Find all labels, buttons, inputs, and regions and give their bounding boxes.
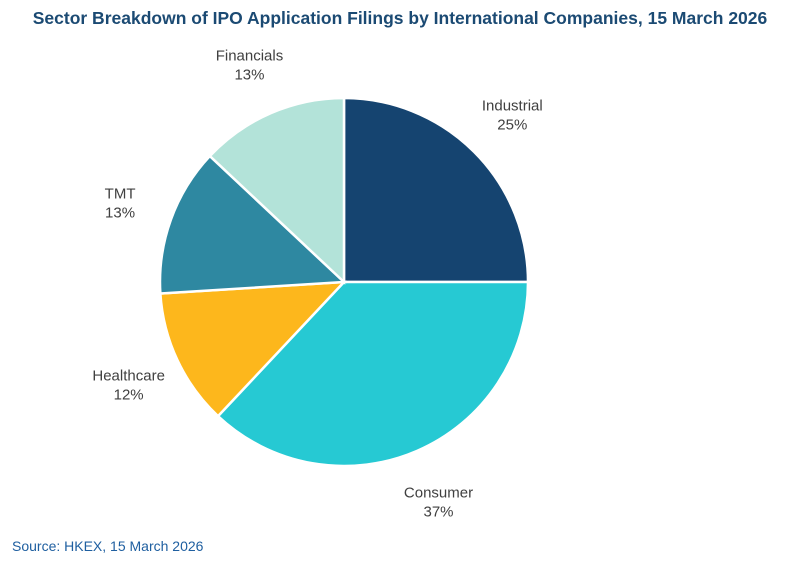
chart-title: Sector Breakdown of IPO Application Fili… (32, 8, 768, 28)
slice-label-financials: Financials 13% (216, 48, 284, 84)
slice-label-tmt: TMT 13% (105, 185, 136, 221)
slice-label-industrial: Industrial 25% (482, 98, 543, 134)
pie-slice-industrial (342, 96, 530, 284)
pie-slice-tmt (158, 154, 347, 295)
slice-label-consumer: Consumer 37% (404, 484, 473, 520)
source-note: Source: HKEX, 15 March 2026 (12, 538, 204, 554)
pie-slice-financials (208, 96, 346, 285)
pie-slice-healthcare (159, 280, 348, 418)
pie-slice-consumer (216, 280, 530, 468)
slice-label-healthcare: Healthcare 12% (92, 367, 165, 403)
